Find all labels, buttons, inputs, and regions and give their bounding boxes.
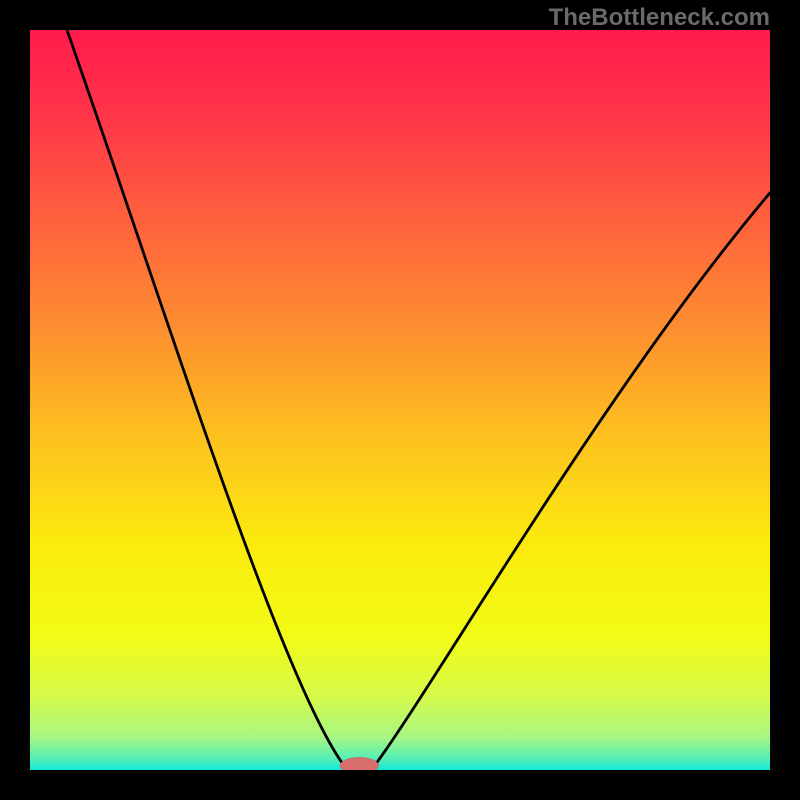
plot-area: [30, 30, 770, 770]
gradient-background: [30, 30, 770, 770]
watermark-text: TheBottleneck.com: [549, 4, 770, 32]
plot-svg: [30, 30, 770, 770]
